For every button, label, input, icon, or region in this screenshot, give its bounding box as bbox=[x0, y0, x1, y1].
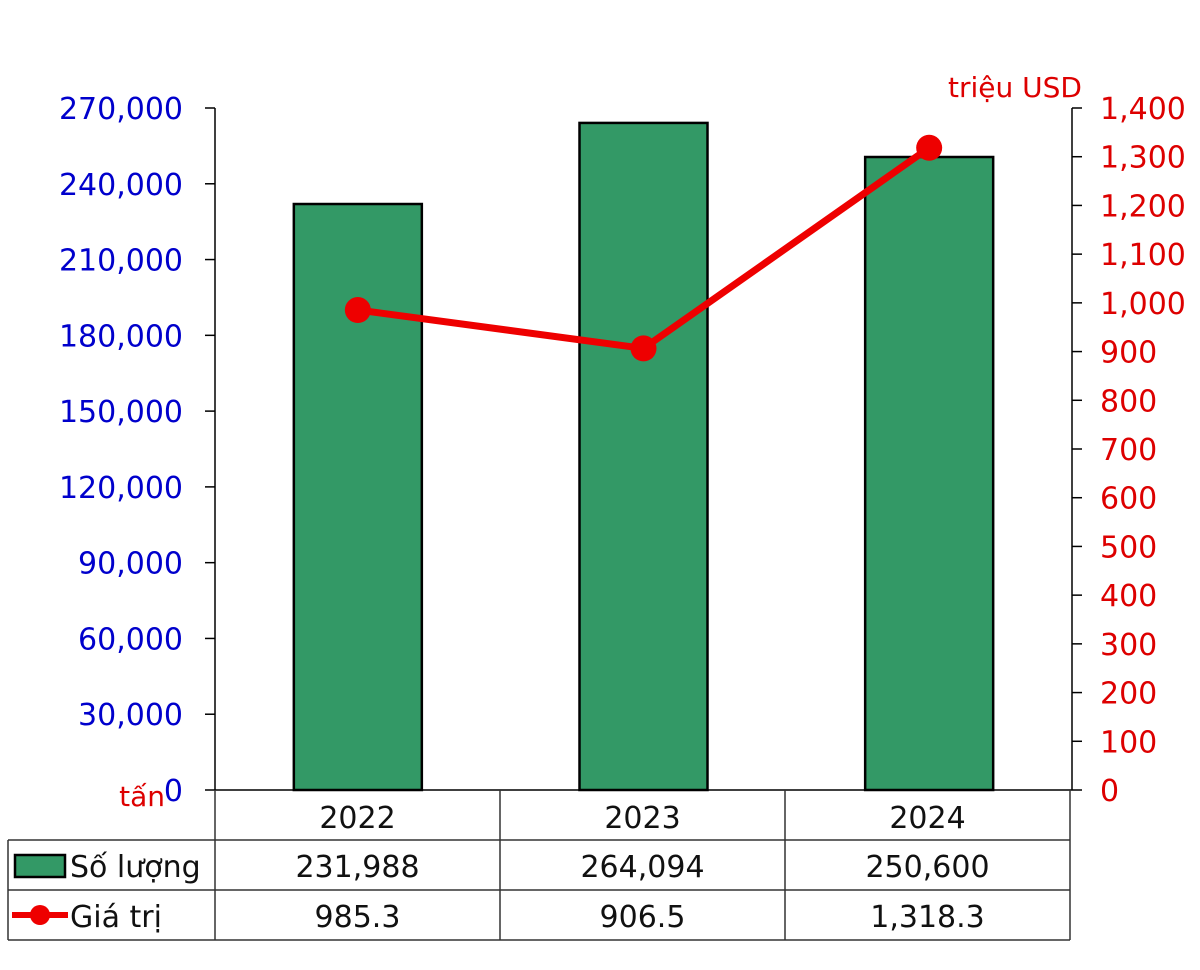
table-header-2023: 2023 bbox=[604, 801, 680, 836]
right-tick-label: 700 bbox=[1100, 433, 1157, 468]
bar-2024 bbox=[863, 155, 995, 792]
table-row-label: Giá trị bbox=[70, 900, 162, 935]
right-tick-label: 1,200 bbox=[1100, 189, 1186, 224]
table-cell: 264,094 bbox=[580, 850, 704, 885]
bar-2023 bbox=[578, 121, 709, 792]
right-tick-label: 1,100 bbox=[1100, 238, 1186, 273]
left-axis: 0 30,000 60,000 90,000 120,000 150,000 180,000… bbox=[59, 92, 1072, 809]
bar-2022 bbox=[292, 202, 424, 792]
line-marker-2022 bbox=[344, 297, 371, 324]
right-tick-label: 500 bbox=[1100, 530, 1157, 565]
right-axis-unit: triệu USD bbox=[948, 71, 1082, 104]
table-cell: 906.5 bbox=[600, 900, 686, 935]
left-tick-label: 210,000 bbox=[59, 244, 183, 279]
legend-bar-key bbox=[13, 853, 67, 879]
right-tick-label: 1,000 bbox=[1100, 287, 1186, 322]
line-series bbox=[344, 134, 943, 362]
table-cell: 250,600 bbox=[865, 850, 989, 885]
right-tick-label: 100 bbox=[1100, 725, 1157, 760]
table-cell: 231,988 bbox=[295, 850, 419, 885]
right-tick-label: 1,300 bbox=[1100, 141, 1186, 176]
table-row-label: Số lượng bbox=[70, 850, 201, 885]
line-marker-2023 bbox=[630, 335, 657, 362]
left-tick-label: 270,000 bbox=[59, 92, 183, 127]
right-tick-label: 1,400 bbox=[1100, 92, 1186, 127]
left-tick-label: 60,000 bbox=[78, 622, 183, 657]
right-tick-label: 800 bbox=[1100, 384, 1157, 419]
left-tick-label: 0 bbox=[164, 774, 183, 809]
table-cell: 1,318.3 bbox=[870, 900, 985, 935]
table-cell: 985.3 bbox=[315, 900, 401, 935]
left-axis-unit: tấn bbox=[119, 780, 165, 813]
right-tick-label: 600 bbox=[1100, 482, 1157, 517]
table-header-2022: 2022 bbox=[319, 801, 395, 836]
right-tick-label: 300 bbox=[1100, 628, 1157, 663]
left-tick-label: 180,000 bbox=[59, 319, 183, 354]
bar-series bbox=[292, 121, 995, 792]
data-table: 2022 2023 2024 Số lượng 231,988 264,094 250,60… bbox=[7, 790, 1071, 941]
left-tick-label: 240,000 bbox=[59, 168, 183, 203]
right-tick-label: 400 bbox=[1100, 579, 1157, 614]
left-tick-label: 150,000 bbox=[59, 395, 183, 430]
table-header-2024: 2024 bbox=[889, 801, 965, 836]
left-tick-label: 90,000 bbox=[78, 547, 183, 582]
right-axis: 0 100 200 300 400 500 600 700 800 900 1,000 1,100 1,… bbox=[1071, 92, 1186, 809]
right-tick-label: 0 bbox=[1100, 774, 1119, 809]
right-tick-label: 200 bbox=[1100, 677, 1157, 712]
line-marker-2024 bbox=[916, 134, 943, 161]
right-tick-label: 900 bbox=[1100, 336, 1157, 371]
left-tick-label: 120,000 bbox=[59, 471, 183, 506]
left-tick-label: 30,000 bbox=[78, 698, 183, 733]
